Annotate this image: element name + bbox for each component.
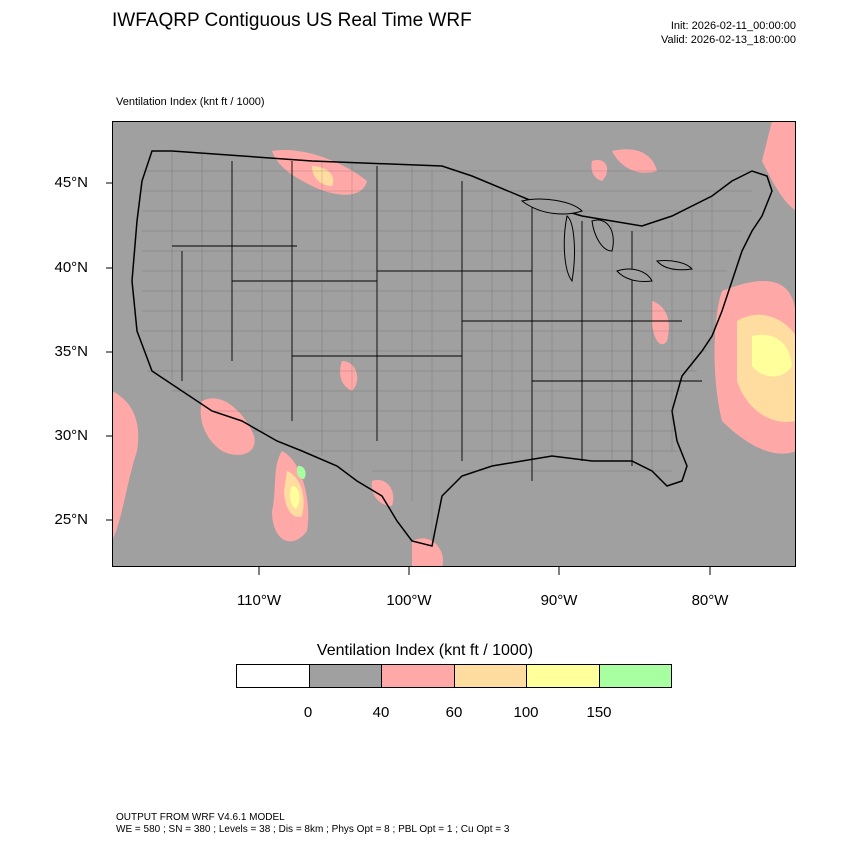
map-frame: [112, 121, 796, 567]
lon-label-80w: 80°W: [691, 592, 729, 609]
map-svg: [112, 121, 796, 567]
lat-label-30n: 30°N: [54, 427, 88, 444]
legend-tick-0: 0: [303, 704, 313, 721]
legend-tick-40: 40: [372, 704, 390, 721]
footer-config: WE = 580 ; SN = 380 ; Levels = 38 ; Dis …: [116, 824, 510, 835]
us-outline: [131, 150, 773, 547]
legend-box-4: [527, 665, 600, 687]
vent-patches-100-150: [289, 334, 792, 509]
legend-tick-60: 60: [445, 704, 463, 721]
vent-patches-150-plus: [296, 465, 306, 479]
lon-tick-strip: [258, 567, 711, 575]
legend-tick-150: 150: [586, 704, 612, 721]
legend-box-2: [382, 665, 455, 687]
lat-label-25n: 25°N: [54, 511, 88, 528]
chart-title: IWFAQRP Contiguous US Real Time WRF: [112, 10, 472, 31]
ventilation-field-background: [112, 121, 796, 567]
legend-box-5: [599, 665, 671, 687]
lon-label-90w: 90°W: [540, 592, 578, 609]
legend-box-3: [454, 665, 527, 687]
lat-label-40n: 40°N: [54, 259, 88, 276]
great-lakes: [520, 198, 693, 283]
legend-tick-100: 100: [513, 704, 539, 721]
init-time: Init: 2026-02-11_00:00:00: [670, 20, 796, 32]
footer-model: OUTPUT FROM WRF V4.6.1 MODEL: [116, 812, 285, 823]
lat-label-35n: 35°N: [54, 343, 88, 360]
field-label: Ventilation Index (knt ft / 1000): [116, 96, 265, 108]
legend-box-0: [237, 665, 310, 687]
lat-tick-strip: [106, 182, 112, 521]
lat-label-45n: 45°N: [54, 174, 88, 191]
color-legend: [236, 664, 672, 688]
lon-label-100w: 100°W: [386, 592, 432, 609]
valid-time: Valid: 2026-02-13_18:00:00: [661, 34, 796, 46]
legend-box-1: [309, 665, 382, 687]
lon-label-110w: 110°W: [236, 592, 282, 609]
map-panel: [112, 121, 796, 567]
county-lines: [142, 151, 752, 541]
legend-title: Ventilation Index (knt ft / 1000): [316, 642, 534, 659]
